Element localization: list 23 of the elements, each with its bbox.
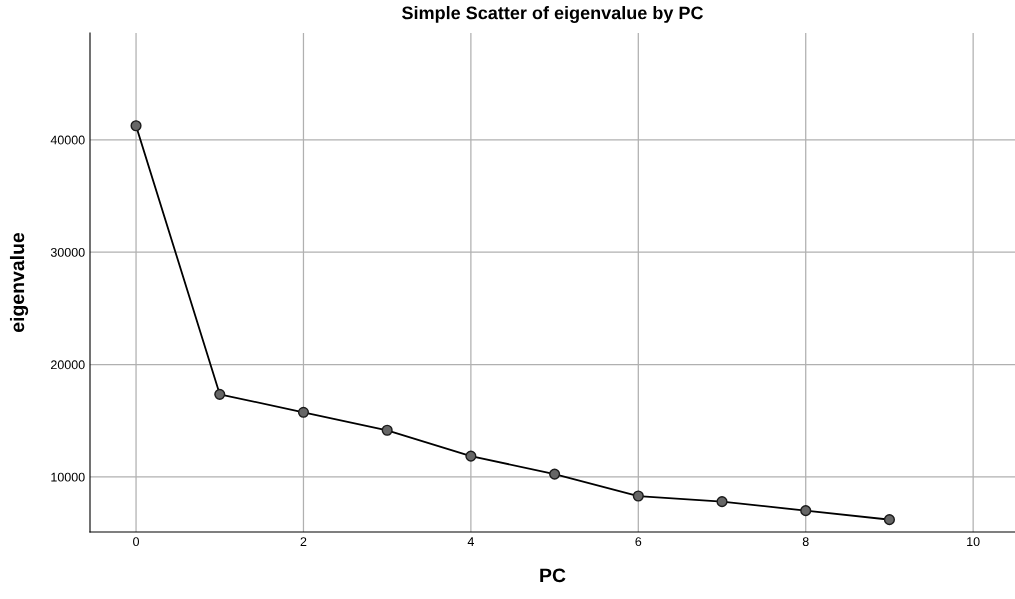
x-tick-label: 2 xyxy=(300,537,307,546)
y-tick-label: 30000 xyxy=(50,247,85,257)
x-tick-label: 8 xyxy=(802,537,809,547)
y-tick-label: 10000 xyxy=(51,472,85,482)
point xyxy=(381,424,393,436)
chart-title: Simple Scatter of eigenvalue by PC xyxy=(402,6,704,23)
point xyxy=(632,490,644,502)
x-tick-label: 4 xyxy=(467,537,474,546)
point xyxy=(800,505,812,517)
point xyxy=(549,468,561,480)
y-axis-title: eigenvalue xyxy=(9,232,29,332)
point xyxy=(465,450,477,462)
point xyxy=(716,496,728,508)
point xyxy=(214,388,226,400)
x-tick-label: 10 xyxy=(967,537,980,547)
x-tick-label: 0 xyxy=(133,537,140,547)
point xyxy=(297,406,310,418)
x-tick-label: 6 xyxy=(635,537,642,547)
point xyxy=(883,514,895,526)
y-tick-label: 20000 xyxy=(51,360,85,370)
x-axis-title: PC xyxy=(540,568,566,583)
point xyxy=(130,120,142,132)
y-tick-label: 40000 xyxy=(50,135,85,145)
